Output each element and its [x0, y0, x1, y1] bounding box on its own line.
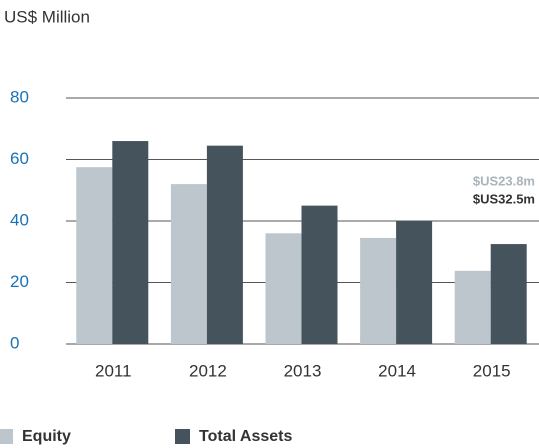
- value-label: $US23.8m: [473, 173, 535, 188]
- bar: [360, 237, 397, 344]
- legend-label: Equity: [22, 428, 71, 445]
- bar: [396, 221, 433, 344]
- x-tick-label: 2013: [284, 361, 322, 380]
- legend-swatch: [175, 429, 190, 444]
- bar: [206, 145, 243, 344]
- bar: [76, 167, 113, 344]
- legend-label: Total Assets: [199, 428, 292, 445]
- bar: [454, 270, 491, 344]
- x-tick-label: 2014: [378, 361, 416, 380]
- bar: [301, 205, 338, 344]
- x-tick-label: 2012: [189, 361, 227, 380]
- bar: [265, 233, 302, 344]
- y-tick-label: 80: [10, 87, 29, 106]
- value-label: $US32.5m: [473, 191, 535, 206]
- y-tick-label: 40: [10, 210, 29, 229]
- axis-label: US$ Million: [4, 7, 90, 26]
- bar: [170, 184, 207, 344]
- legend-swatch: [0, 429, 13, 444]
- bar: [490, 244, 527, 344]
- y-tick-label: 60: [10, 149, 29, 168]
- bar: [112, 141, 149, 344]
- y-tick-label: 20: [10, 272, 29, 291]
- y-tick-label: 0: [10, 333, 19, 352]
- x-tick-label: 2011: [95, 361, 132, 380]
- x-tick-label: 2015: [473, 361, 511, 380]
